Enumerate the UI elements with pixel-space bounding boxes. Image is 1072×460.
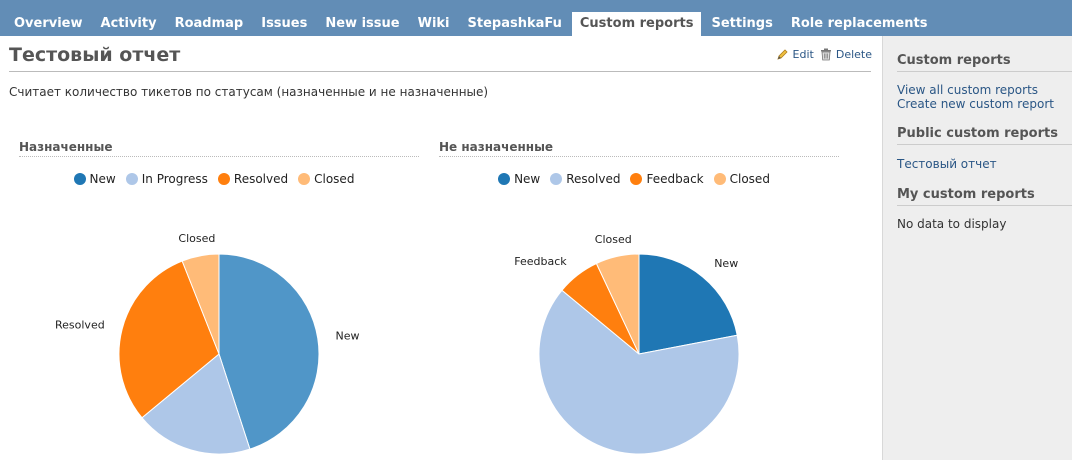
main-menu: Overview Activity Roadmap Issues New iss…: [0, 0, 1072, 36]
slice-label: Closed: [178, 232, 215, 245]
tab-settings[interactable]: Settings: [711, 16, 773, 31]
pie-slice-in-progress: [141, 353, 251, 454]
page-title: Тестовый отчет: [9, 44, 181, 66]
trash-icon: [820, 48, 831, 61]
chart-legend: New In Progress Resolved Closed: [19, 172, 419, 186]
pie-slice-new: [218, 253, 320, 450]
pie-slice-new: [638, 253, 738, 355]
sidebar-heading-custom-reports: Custom reports: [897, 53, 1072, 72]
sidebar-heading-public-reports: Public custom reports: [897, 126, 1072, 145]
my-reports-empty: No data to display: [897, 217, 1007, 231]
legend-label: Feedback: [646, 172, 704, 186]
legend-item: Closed: [713, 172, 770, 186]
chart-unassigned: Не назначенные New Resolved Feedback Closed…: [439, 140, 839, 454]
legend-swatch: [713, 173, 726, 185]
edit-link[interactable]: Edit: [776, 48, 814, 61]
slice-label: New: [336, 330, 360, 343]
tab-wiki[interactable]: Wiki: [417, 16, 450, 31]
create-custom-report-link[interactable]: Create new custom report: [897, 97, 1054, 111]
pie-slice-resolved: [118, 260, 220, 419]
tab-custom-reports[interactable]: Custom reports: [571, 12, 702, 36]
chart-title: Не назначенные: [439, 140, 839, 157]
tab-issues[interactable]: Issues: [261, 16, 308, 31]
delete-label: Delete: [835, 48, 872, 61]
legend-label: Resolved: [233, 172, 289, 186]
pie-slice-closed: [181, 253, 220, 355]
tab-role-replacements[interactable]: Role replacements: [790, 16, 928, 31]
legend-label: In Progress: [141, 172, 208, 186]
chart-title: Назначенные: [19, 140, 419, 157]
legend-label: New: [89, 172, 116, 186]
tab-roadmap[interactable]: Roadmap: [174, 16, 244, 31]
legend-label: New: [514, 172, 541, 186]
sidebar: Custom reports View all custom reports C…: [882, 36, 1072, 460]
report-actions: Edit Delete: [770, 48, 872, 61]
chart-legend: New Resolved Feedback Closed: [439, 172, 839, 186]
legend-swatch: [125, 173, 138, 185]
slice-label: Closed: [595, 233, 632, 246]
slice-label: Feedback: [514, 255, 567, 268]
slice-label: Resolved: [55, 319, 105, 332]
legend-swatch: [550, 173, 563, 185]
legend-swatch: [498, 173, 511, 185]
content-area: Тестовый отчет Edit Delete Считает колич…: [0, 36, 882, 460]
report-description: Считает количество тикетов по статусам (…: [9, 85, 489, 99]
tab-stepashkafu[interactable]: StepashkaFu: [467, 16, 562, 31]
tab-overview[interactable]: Overview: [14, 16, 83, 31]
legend-swatch: [630, 173, 643, 185]
chart-assigned: Назначенные New In Progress Resolved Closed…: [19, 140, 419, 454]
legend-item: In Progress: [125, 172, 208, 186]
legend-label: Closed: [314, 172, 355, 186]
legend-label: Resolved: [566, 172, 621, 186]
tab-new-issue[interactable]: New issue: [325, 16, 400, 31]
public-report-link[interactable]: Тестовый отчет: [897, 157, 997, 171]
edit-label: Edit: [792, 48, 814, 61]
pencil-icon: [776, 49, 788, 60]
title-divider: [9, 71, 871, 72]
pie-slice-resolved: [538, 289, 740, 454]
legend-label: Closed: [729, 172, 770, 186]
legend-swatch: [217, 173, 230, 185]
legend-item: New: [73, 172, 116, 186]
pie-slice-closed: [595, 253, 640, 355]
sidebar-heading-my-reports: My custom reports: [897, 187, 1072, 206]
view-all-custom-reports-link[interactable]: View all custom reports: [897, 83, 1039, 97]
legend-item: Resolved: [550, 172, 620, 186]
slice-label: New: [714, 257, 738, 270]
legend-item: Feedback: [630, 172, 704, 186]
legend-item: Resolved: [217, 172, 289, 186]
legend-swatch: [298, 173, 311, 185]
tab-activity[interactable]: Activity: [100, 16, 157, 31]
legend-item: New: [498, 172, 540, 186]
legend-swatch: [73, 173, 86, 185]
legend-item: Closed: [298, 172, 354, 186]
delete-link[interactable]: Delete: [820, 48, 872, 61]
